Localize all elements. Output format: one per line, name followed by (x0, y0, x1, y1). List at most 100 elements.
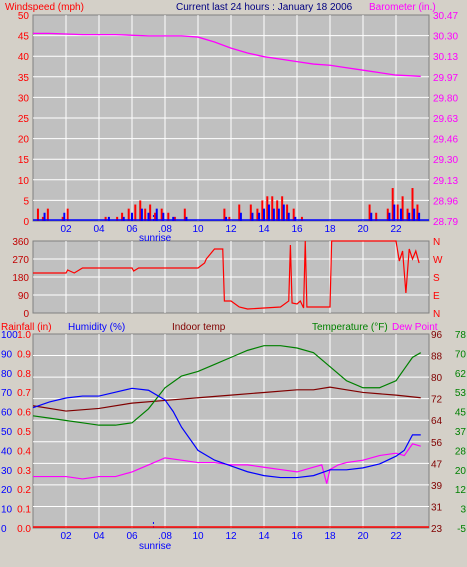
direction-tick-label: 270 (12, 255, 29, 266)
windspeed-tick-label: 15 (18, 155, 30, 166)
gust-bar (281, 196, 284, 221)
x-tick-label: .08 (158, 224, 172, 235)
gust-bar (223, 208, 226, 221)
avg-wind-bar (263, 208, 265, 221)
gust-bar (261, 200, 264, 221)
avg-wind-bar (122, 216, 125, 221)
x-tick-label: .08 (158, 531, 172, 542)
x-tick-label: 20 (357, 531, 369, 542)
gust-bar (154, 212, 157, 221)
x-tick-label: 22 (390, 531, 402, 542)
barometer-tick-label: 29.13 (433, 176, 458, 187)
temperature-tick-label: 70 (455, 349, 467, 360)
barometer-tick-label: 29.97 (433, 73, 458, 84)
humidity-tick-label: 50 (1, 427, 13, 438)
avg-wind-bar (185, 216, 188, 221)
rainfall-tick-label: 0.7 (17, 388, 31, 399)
avg-wind-bar (408, 212, 411, 221)
gust-bar (249, 204, 252, 221)
wind-bars-layer (33, 188, 429, 221)
gust-bar (160, 208, 163, 221)
compass-tick-label: E (433, 291, 440, 302)
indoor-temp-tick-label: 56 (431, 438, 443, 449)
gust-bar (46, 208, 49, 221)
gust-bar (121, 212, 124, 221)
gust-bar (411, 188, 414, 221)
gust-bar (66, 208, 69, 221)
indoor-temp-tick-label: 64 (431, 416, 443, 427)
gust-bar (61, 216, 64, 221)
x-tick-label: 18 (324, 224, 336, 235)
gust-bar (300, 216, 303, 221)
avg-wind-bar (107, 216, 110, 221)
gust-bar (144, 208, 147, 221)
x-tick-label: 10 (192, 531, 204, 542)
gust-bar (266, 196, 269, 221)
avg-wind-bar (258, 212, 261, 221)
avg-wind-bar (131, 212, 133, 221)
avg-wind-bar (399, 208, 402, 221)
gust-bar (386, 208, 389, 221)
x-tick-label: 04 (93, 531, 105, 542)
gust-bar (401, 196, 404, 221)
humidity-tick-label: 70 (1, 388, 13, 399)
avg-wind-bar (282, 204, 285, 221)
indoor-temp-label: Indoor temp (172, 322, 226, 333)
x-tick-label: 16 (291, 224, 303, 235)
humidity-tick-label: 20 (1, 485, 13, 496)
barometer-tick-label: 30.30 (433, 32, 458, 43)
avg-wind-bar (251, 212, 254, 221)
humidity-tick-label: 30 (1, 466, 13, 477)
windspeed-tick-label: 0 (23, 217, 29, 228)
avg-wind-bar (413, 208, 416, 221)
temperature-tick-label: 78 (455, 330, 467, 341)
barometer-tick-label: 29.80 (433, 93, 458, 104)
rainfall-tick-label: 0.1 (17, 505, 31, 516)
barometer-tick-label: 29.63 (433, 114, 458, 125)
indoor-temp-tick-label: 96 (431, 330, 443, 341)
indoor-temp-tick-label: 88 (431, 352, 443, 363)
gust-bar (416, 204, 419, 221)
temperature-tick-label: -5 (457, 524, 466, 535)
temperature-tick-label: 12 (455, 485, 467, 496)
rainfall-tick-label: 0.0 (17, 524, 31, 535)
x-tick-label: 04 (93, 224, 105, 235)
gust-bar (116, 216, 119, 221)
compass-tick-label: N (433, 237, 440, 248)
indoor-temp-tick-label: 31 (431, 502, 443, 513)
temperature-tick-label: 62 (455, 369, 467, 380)
grid-layer (33, 15, 429, 528)
direction-tick-label: 0 (23, 309, 29, 320)
gust-bar (149, 204, 152, 221)
barometer-line (33, 32, 421, 77)
avg-wind-bar (294, 216, 297, 221)
x-tick-label: 02 (60, 531, 72, 542)
direction-tick-label: 360 (12, 237, 29, 248)
temperature-tick-label: 20 (455, 466, 467, 477)
avg-wind-bar (287, 212, 290, 221)
temperature-tick-label: 28 (455, 446, 467, 457)
gust-bar (228, 216, 231, 221)
rainfall-tick-label: 0.4 (17, 446, 31, 457)
gust-bar (173, 216, 176, 221)
compass-tick-label: S (433, 273, 440, 284)
compass-tick-label: W (433, 255, 443, 266)
humidity-tick-label: 40 (1, 446, 13, 457)
dew-point-label: Dew Point (392, 322, 438, 333)
barometer-label: Barometer (in.) (369, 2, 436, 13)
gust-bar (238, 204, 241, 221)
wind-direction-line (33, 240, 420, 310)
x-tick-label: 18 (324, 531, 336, 542)
x-tick-label: 16 (291, 531, 303, 542)
temperature-tick-label: 45 (455, 408, 467, 419)
humidity-tick-label: 90 (1, 349, 13, 360)
gust-bar (139, 200, 142, 221)
rainfall-tick-label: 0.5 (17, 427, 31, 438)
humidity-line (32, 387, 421, 479)
direction-tick-label: 90 (18, 291, 30, 302)
windspeed-tick-label: 40 (18, 52, 30, 63)
temperature-tick-label: 37 (455, 427, 467, 438)
avg-wind-bar (63, 212, 66, 221)
dew-point-line (33, 443, 421, 484)
